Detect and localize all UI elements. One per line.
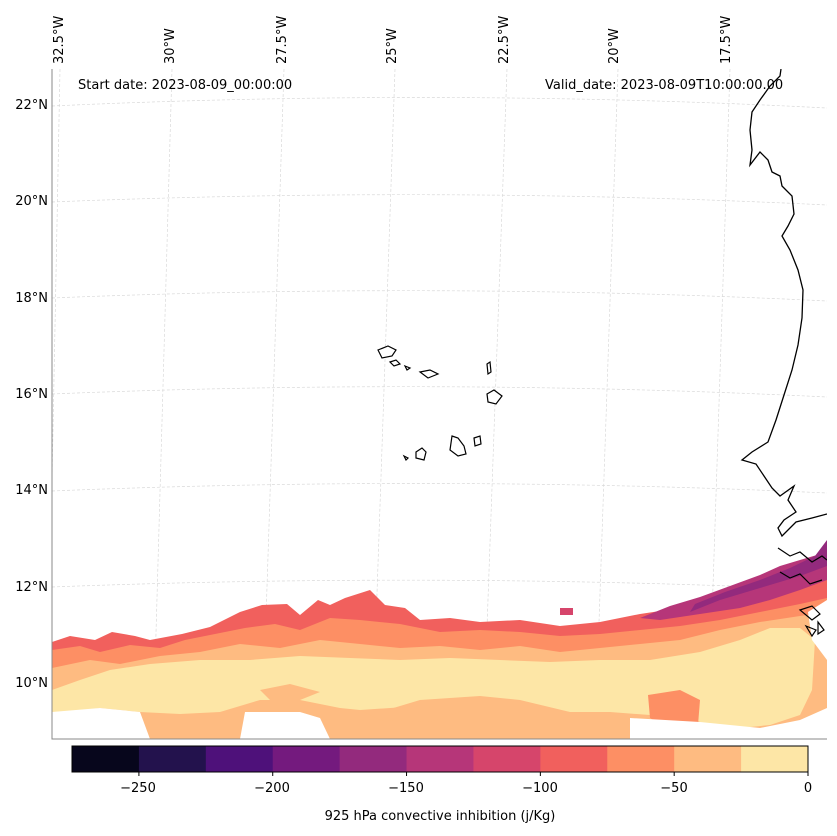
white-gap-right: [630, 708, 827, 739]
colorbar: [71, 745, 809, 776]
lat-label-16n: 16°N: [15, 387, 48, 402]
lat-label-18n: 18°N: [15, 291, 48, 306]
african-coastline: [740, 69, 827, 538]
map-area: [52, 69, 827, 739]
lat-label-12n: 12°N: [15, 580, 48, 595]
colorbar-tick-0: 0: [803, 781, 813, 796]
colorbar-segment: [674, 746, 742, 772]
gridlines: [52, 69, 827, 739]
contour-gt-minus25: [52, 628, 815, 730]
contour-minus150-band: [640, 552, 827, 620]
colorbar-tick-minus250: −250: [120, 781, 156, 796]
colorbar-segment: [741, 746, 809, 772]
colorbar-segment: [607, 746, 675, 772]
start-date-label: Start date: 2023-08-09_00:00:00: [78, 78, 293, 93]
colorbar-tick-minus100: −100: [522, 781, 558, 796]
valid-date-label: Valid_date: 2023-08-09T10:00:00.00: [545, 78, 784, 93]
contour-inner-minus50-2: [360, 706, 460, 722]
colorbar-tick-minus150: −150: [388, 781, 424, 796]
colorbar-segment: [272, 746, 341, 772]
colorbar-segment: [339, 746, 408, 772]
colorbar-segment: [72, 746, 140, 772]
contour-minus175-band: [690, 540, 827, 612]
colorbar-label: 925 hPa convective inhibition (j/Kg): [324, 809, 556, 824]
cin-contours: [52, 540, 827, 739]
colorbar-segment: [540, 746, 608, 772]
lat-label-10n: 10°N: [15, 676, 48, 691]
lat-label-14n: 14°N: [15, 483, 48, 498]
white-gap-mid: [240, 712, 330, 739]
contour-minus100-small: [560, 608, 573, 615]
lat-label-22n: 22°N: [15, 98, 48, 113]
colorbar-segment: [406, 746, 474, 772]
contour-inner-minus50: [260, 684, 320, 700]
colorbar-frame: [71, 745, 809, 773]
map-frame: [51, 69, 827, 740]
colorbar-segment: [138, 746, 207, 772]
lat-label-20n: 20°N: [15, 194, 48, 209]
white-gap-left: [52, 708, 150, 739]
guinea-bissau-coast: [777, 547, 827, 638]
cabo-verde-islands: [377, 345, 503, 462]
colorbar-tick-minus200: −200: [254, 781, 290, 796]
colorbar-tick-minus50: −50: [660, 781, 688, 796]
colorbar-segment: [205, 746, 274, 772]
colorbar-segment: [473, 746, 541, 772]
